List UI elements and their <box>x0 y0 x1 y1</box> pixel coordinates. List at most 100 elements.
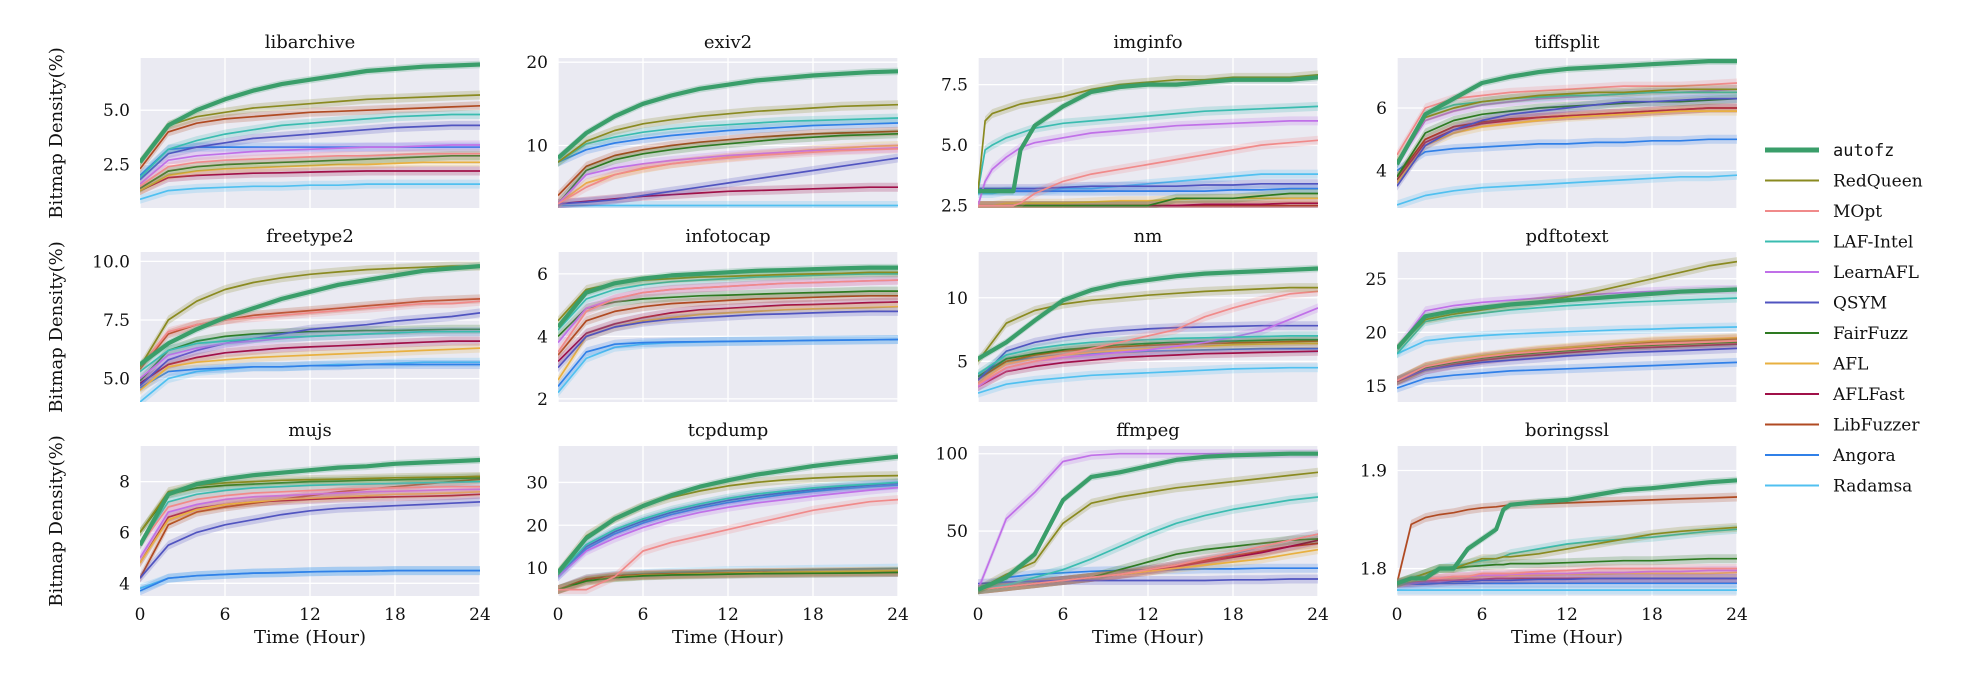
series-band-laf-intel <box>140 477 480 550</box>
series-line-mopt <box>140 300 480 368</box>
series-line-radamsa <box>1397 174 1737 206</box>
series-band-afl <box>558 141 898 208</box>
series-line-redqueen <box>978 286 1318 362</box>
series-line-laf-intel <box>1397 91 1737 165</box>
series-line-mopt <box>978 533 1318 591</box>
series-line-redqueen <box>1397 260 1737 349</box>
series-band-fairfuzz <box>558 286 898 341</box>
series-band-fairfuzz <box>978 335 1318 382</box>
x-tick-label: 6 <box>1477 605 1488 625</box>
x-tick-label: 24 <box>1726 605 1748 625</box>
subplot-tiffsplit: 4 6 tiffsplit <box>1376 32 1738 208</box>
series-line-learnafl <box>558 486 898 578</box>
series-group <box>558 453 898 595</box>
series-band-qsym <box>1397 343 1737 386</box>
series-line-aflfast <box>1397 343 1737 383</box>
x-axis-label: Time (Hour) <box>1092 627 1204 648</box>
subplot-title: infotocap <box>685 226 770 247</box>
series-line-aflfast <box>140 170 480 192</box>
series-group <box>140 261 480 402</box>
series-band-mopt <box>978 286 1318 389</box>
x-tick-label: 12 <box>717 605 739 625</box>
subplot-title: tiffsplit <box>1534 32 1600 53</box>
series-line-mopt <box>140 485 480 546</box>
series-band-mopt <box>140 482 480 550</box>
subplot-title: tcpdump <box>688 420 769 441</box>
y-tick-label: 20 <box>526 53 548 73</box>
legend-label-mopt: MOpt <box>1833 202 1882 222</box>
series-line-qsym <box>978 182 1318 190</box>
series-band-fairfuzz <box>140 324 480 386</box>
series-line-radamsa <box>978 366 1318 394</box>
series-line-laf-intel <box>558 273 898 331</box>
x-tick-label: 18 <box>802 605 824 625</box>
x-axis-label: Time (Hour) <box>1511 627 1623 648</box>
series-line-libfuzzer <box>140 104 480 170</box>
series-line-autofz <box>558 454 898 574</box>
series-line-autofz <box>140 457 480 547</box>
y-tick-label: 5 <box>957 352 968 372</box>
series-band-laf-intel <box>1397 524 1737 588</box>
series-line-qsym <box>978 578 1318 585</box>
series-band-learnafl <box>978 116 1318 208</box>
series-band-learnafl <box>978 303 1318 392</box>
subplot-nm: 5 10 nm <box>946 226 1319 402</box>
series-line-aflfast <box>140 493 480 564</box>
x-tick-label: 6 <box>1058 605 1069 625</box>
y-tick-label: 7.5 <box>103 311 130 331</box>
series-line-libfuzzer <box>140 478 480 579</box>
series-line-mopt <box>978 290 1318 385</box>
series-line-fairfuzz <box>1397 341 1737 382</box>
y-tick-label: 6 <box>537 265 548 285</box>
x-tick-label: 6 <box>220 605 231 625</box>
y-tick-label: 5.0 <box>103 101 130 121</box>
series-group <box>1397 257 1737 393</box>
series-line-angora <box>978 347 1318 378</box>
series-line-angora <box>1397 361 1737 389</box>
series-line-libfuzzer <box>558 130 898 197</box>
series-band-libfuzzer <box>978 336 1318 384</box>
series-band-mopt <box>1397 336 1737 386</box>
series-line-autofz <box>140 62 480 164</box>
series-band-qsym <box>1397 573 1737 588</box>
subplot-title: exiv2 <box>704 32 752 53</box>
series-group <box>978 449 1318 595</box>
series-line-mopt <box>558 279 898 353</box>
series-line-mopt <box>1397 340 1737 382</box>
y-axis-label: Bitmap Density(%) <box>46 435 67 606</box>
series-line-fairfuzz <box>140 154 480 190</box>
series-band-radamsa <box>1397 322 1737 359</box>
series-line-angora <box>558 484 898 578</box>
series-band-redqueen <box>140 472 480 537</box>
legend-label-autofz: autofz <box>1833 141 1894 161</box>
series-line-autofz <box>558 69 898 160</box>
subplot-ffmpeg: 0 6 12 18 24 50 100 ffmpeg Time (Hour) <box>936 420 1329 648</box>
series-line-laf-intel <box>558 117 898 163</box>
subplot-pdftotext: 15 20 25 pdftotext <box>1365 226 1738 402</box>
series-band-learnafl <box>558 483 898 582</box>
series-band-fairfuzz <box>1397 554 1737 588</box>
y-tick-label: 50 <box>946 522 968 542</box>
series-band-libfuzzer <box>558 291 898 360</box>
series-band-radamsa <box>558 335 898 398</box>
series-line-laf-intel <box>1397 297 1737 355</box>
y-tick-label: 15 <box>1365 377 1387 397</box>
y-tick-label: 8 <box>119 473 130 493</box>
series-band-qsym <box>558 153 898 208</box>
x-axis-label: Time (Hour) <box>672 627 784 648</box>
series-band-mopt <box>978 135 1318 208</box>
legend-label-aflfast: AFLFast <box>1832 385 1905 405</box>
x-tick-label: 0 <box>135 605 146 625</box>
series-line-qsym <box>1397 577 1737 585</box>
series-band-angora <box>1397 578 1737 590</box>
series-line-angora <box>1397 582 1737 587</box>
series-group <box>558 263 898 398</box>
series-line-mopt <box>1397 567 1737 585</box>
series-line-angora <box>558 338 898 387</box>
series-line-learnafl <box>140 144 480 185</box>
series-band-radamsa <box>140 566 480 593</box>
series-band-angora <box>1397 357 1737 393</box>
series-line-autofz <box>978 75 1318 194</box>
series-band-radamsa <box>140 179 480 204</box>
series-band-mopt <box>978 529 1318 595</box>
